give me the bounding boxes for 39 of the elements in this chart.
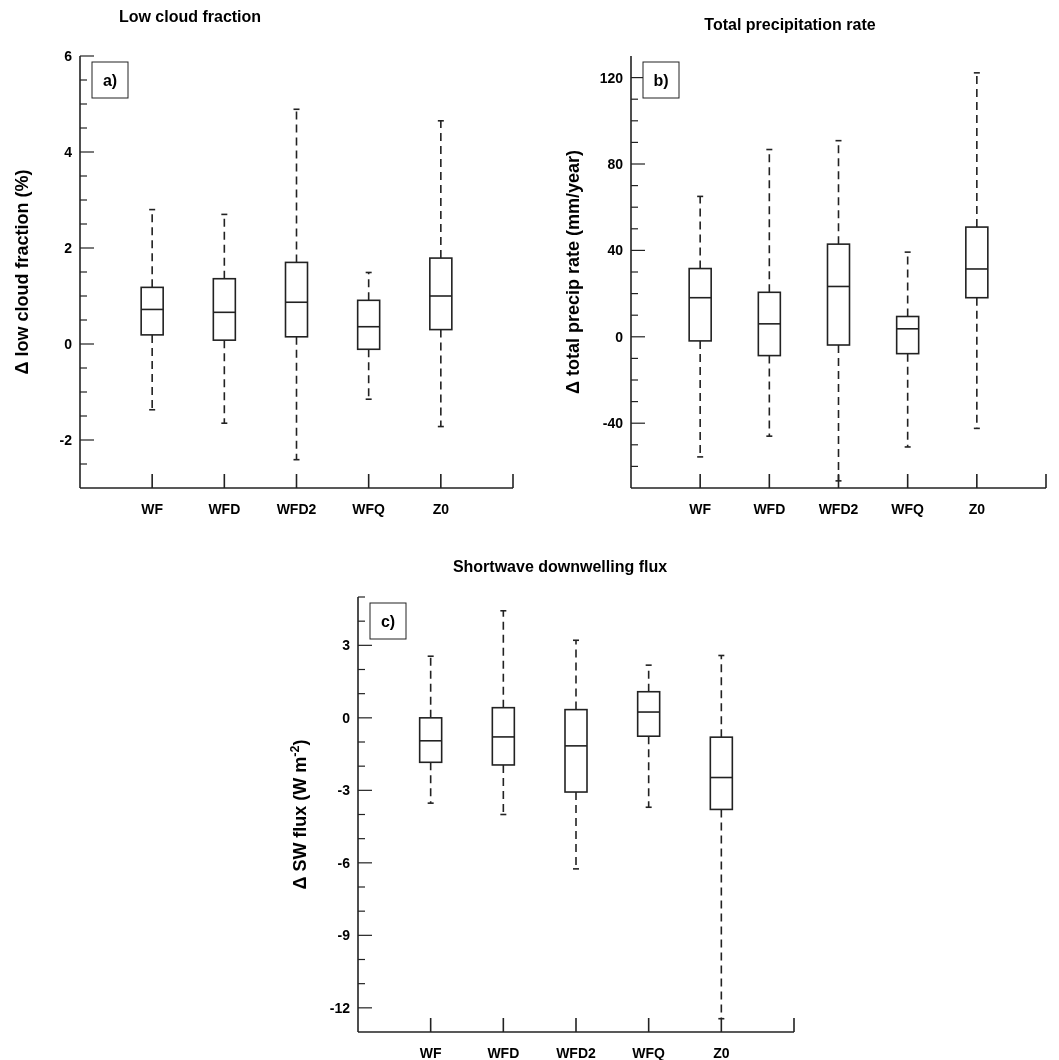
x-tick-label: WFD xyxy=(208,501,241,517)
x-tick-label: WF xyxy=(141,501,164,517)
y-tick-label: 0 xyxy=(615,328,624,345)
x-tick-label: WFQ xyxy=(632,1045,666,1060)
x-tick-label: WFD xyxy=(753,501,786,517)
y-tick-label: -12 xyxy=(329,999,351,1016)
y-tick-label: 4 xyxy=(64,143,73,160)
y-tick-label: 2 xyxy=(64,239,73,256)
x-tick-label: WFD xyxy=(487,1045,520,1060)
y-tick-label: 0 xyxy=(64,335,73,352)
chart-title: Shortwave downwelling flux xyxy=(452,558,668,575)
x-tick-label: Z0 xyxy=(432,501,450,517)
y-tick-label: 6 xyxy=(64,47,73,64)
y-tick-label: -6 xyxy=(337,854,351,871)
y-tick-label: -40 xyxy=(602,415,624,432)
y-tick-label: -9 xyxy=(337,927,351,944)
x-tick-label: WFQ xyxy=(891,501,925,517)
y-tick-label: -3 xyxy=(337,782,351,799)
x-tick-label: WFD2 xyxy=(556,1045,597,1060)
x-tick-label: WF xyxy=(689,501,712,517)
x-tick-label: Z0 xyxy=(968,501,986,517)
x-tick-label: WF xyxy=(419,1045,442,1060)
y-tick-label: 40 xyxy=(607,242,624,259)
y-tick-label: 120 xyxy=(599,69,624,86)
x-tick-label: WFD2 xyxy=(276,501,317,517)
x-tick-label: WFD2 xyxy=(818,501,859,517)
y-axis-title: Δ total precip rate (mm/year) xyxy=(563,149,583,395)
y-tick-label: -2 xyxy=(59,431,73,448)
y-tick-label: 3 xyxy=(342,637,351,654)
y-tick-label: 80 xyxy=(607,155,624,172)
annotation: c) xyxy=(380,612,396,630)
x-tick-label: Z0 xyxy=(713,1045,730,1060)
y-tick-label: 0 xyxy=(342,709,351,726)
chart-title: Total precipitation rate xyxy=(704,16,876,33)
annotation: b) xyxy=(653,71,669,89)
annotation: a) xyxy=(102,71,118,89)
x-tick-label: WFQ xyxy=(352,501,386,517)
y-axis-title: Δ low cloud fraction (%) xyxy=(12,169,32,375)
chart-title: Low cloud fraction xyxy=(118,8,262,25)
